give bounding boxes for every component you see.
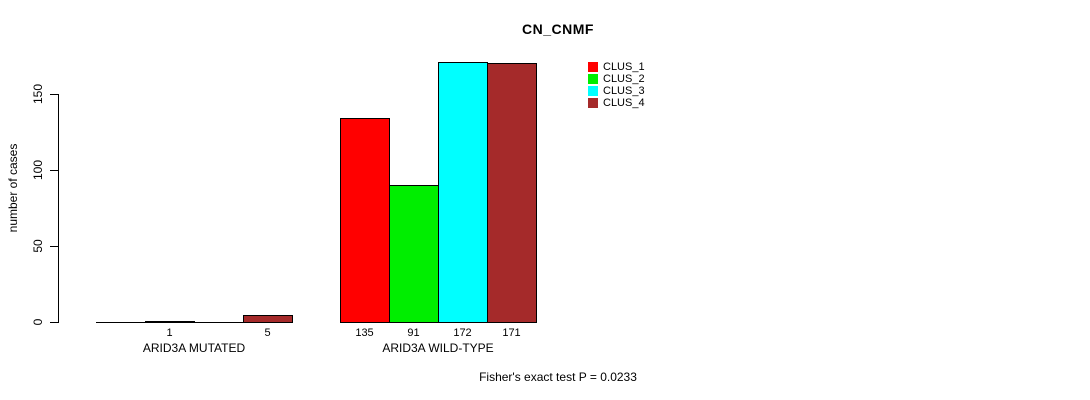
bar-value-label: 5 [264,327,271,339]
y-axis-line [58,94,59,323]
bar-clus_3-wildtype [438,62,488,323]
bar-value-label: 91 [407,327,420,339]
bar-value-label: 1 [166,327,173,339]
bar-clus_2-mutated [145,321,195,323]
bar-clus_1-wildtype [340,118,390,323]
y-axis-tick [50,322,58,323]
bar-clus_4-mutated [243,315,293,323]
legend-label: CLUS_3 [603,85,645,97]
legend-item-clus_1: CLUS_1 [588,61,645,73]
statistical-test-annotation: Fisher's exact test P = 0.0233 [479,370,637,384]
legend-color-swatch [588,74,598,84]
legend-label: CLUS_2 [603,73,645,85]
y-axis-tick [50,94,58,95]
y-axis-tick-label: 150 [31,83,45,105]
legend-label: CLUS_4 [603,97,645,109]
chart-title: CN_CNMF [522,21,594,37]
x-category-label: ARID3A MUTATED [142,341,246,355]
legend-color-swatch [588,98,598,108]
y-axis-tick-label: 100 [31,159,45,181]
legend-item-clus_2: CLUS_2 [588,73,645,85]
bar-value-label: 171 [502,327,521,339]
legend-item-clus_3: CLUS_3 [588,85,645,97]
bar-clus_2-wildtype [389,185,439,323]
y-axis-tick-label: 0 [31,318,45,326]
bar-value-label: 172 [453,327,472,339]
bar-value-label: 135 [355,327,374,339]
bar-clus_4-wildtype [487,63,537,323]
y-axis-tick [50,170,58,171]
legend-label: CLUS_1 [603,61,645,73]
y-axis-tick [50,246,58,247]
legend-color-swatch [588,86,598,96]
legend-color-swatch [588,62,598,72]
legend-item-clus_4: CLUS_4 [588,97,645,109]
legend: CLUS_1 CLUS_2 CLUS_3 CLUS_4 [588,61,645,109]
y-axis-tick-label: 50 [31,239,45,253]
x-category-label: ARID3A WILD-TYPE [382,341,494,355]
